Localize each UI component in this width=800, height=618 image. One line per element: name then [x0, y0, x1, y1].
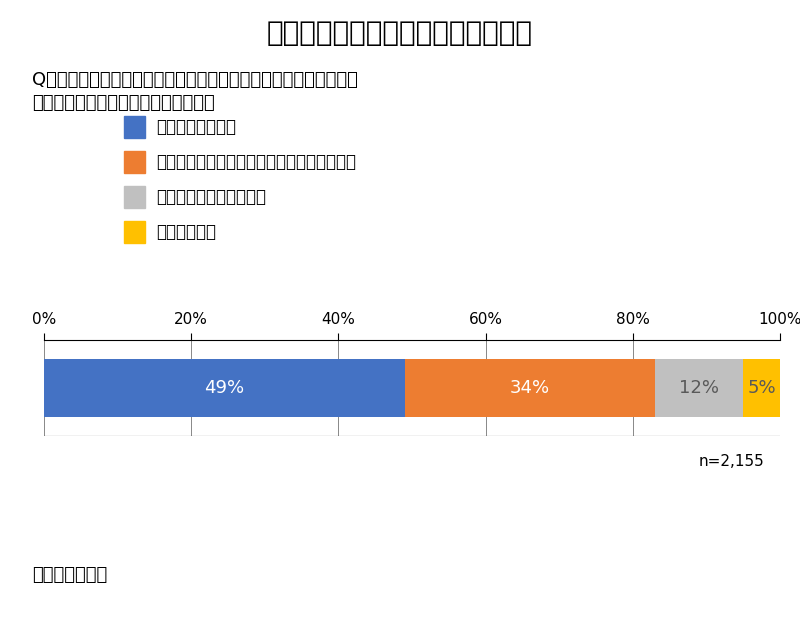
Bar [655, 359, 743, 417]
Bar [44, 359, 405, 417]
Text: 今でも非常に怖い: 今でも非常に怖い [156, 117, 236, 136]
Text: 一時的に怖く感じたが今はそこまで怖くない: 一時的に怖く感じたが今はそこまで怖くない [156, 153, 356, 171]
Text: 49%: 49% [204, 379, 244, 397]
Text: 5%: 5% [747, 379, 776, 397]
Text: Q．新型コロナウイルスの影響を経験して、未知の感染症に対して: Q．新型コロナウイルスの影響を経験して、未知の感染症に対して [32, 71, 358, 89]
Text: 全く怖くない: 全く怖くない [156, 223, 216, 242]
Text: 現在どの程度恐怖を感じているか: 現在どの程度恐怖を感じているか [32, 94, 214, 112]
Text: n=2,155: n=2,155 [698, 454, 764, 469]
Bar [743, 359, 780, 417]
Text: 最初からあまり怖くない: 最初からあまり怖くない [156, 188, 266, 206]
Text: 出所：著者作成: 出所：著者作成 [32, 566, 107, 584]
Text: 図６　未知の感染症に対する恐怖心: 図６ 未知の感染症に対する恐怖心 [267, 19, 533, 46]
Text: 34%: 34% [510, 379, 550, 397]
Text: 12%: 12% [679, 379, 719, 397]
Bar [405, 359, 655, 417]
